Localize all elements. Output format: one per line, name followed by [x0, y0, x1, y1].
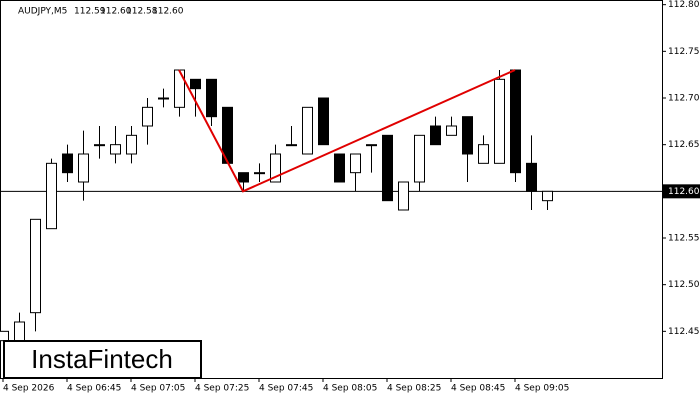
- y-tick-label: 112.50: [668, 280, 700, 290]
- candle-body: [110, 144, 121, 155]
- candle-body: [478, 144, 489, 164]
- y-tick-label: 112.75: [668, 47, 700, 57]
- pattern-line: [178, 69, 516, 193]
- candle-body: [78, 153, 89, 183]
- candle-body: [14, 321, 25, 342]
- candle-body: [286, 144, 297, 147]
- candle-body: [142, 106, 153, 127]
- candle-body: [334, 153, 345, 183]
- candle-body: [94, 144, 105, 147]
- header-value: 112.60: [100, 7, 132, 17]
- candle-body: [254, 172, 265, 175]
- x-tick-label: 4 Sep 07:45: [259, 384, 313, 394]
- candle-body: [206, 78, 217, 118]
- x-tick-label: 4 Sep 08:05: [323, 384, 377, 394]
- y-tick-label: 112.70: [668, 94, 700, 104]
- candle-body: [270, 153, 281, 183]
- header-value: 112.59: [74, 7, 106, 17]
- x-tick-label: 4 Sep 07:25: [195, 384, 249, 394]
- y-tick-label: 112.55: [668, 234, 700, 244]
- candle-body: [318, 97, 329, 146]
- candle-body: [302, 106, 313, 155]
- candle-body: [158, 97, 169, 100]
- candle-body: [398, 181, 409, 211]
- candle-body: [190, 78, 201, 90]
- candle-body: [0, 330, 9, 342]
- candle-body: [126, 134, 137, 155]
- candle-body: [62, 153, 73, 174]
- candle-body: [542, 190, 553, 202]
- candle-body: [414, 134, 425, 183]
- y-tick-label: 112.45: [668, 327, 700, 337]
- candle-body: [238, 172, 249, 183]
- header-value: 112.60: [152, 7, 184, 17]
- x-tick-label: 4 Sep 08:45: [451, 384, 505, 394]
- y-tick-label: 112.80: [668, 0, 700, 10]
- price-label-box: [662, 184, 700, 199]
- candle-body: [46, 162, 57, 230]
- candle-body: [462, 116, 473, 155]
- candle-body: [430, 125, 441, 146]
- x-tick-label: 4 Sep 06:45: [67, 384, 121, 394]
- candle-body: [510, 69, 521, 174]
- plot-frame: [0, 0, 663, 379]
- candle-body: [30, 218, 41, 314]
- x-tick-label: 4 Sep 09:05: [515, 384, 569, 394]
- chart-title: AUDJPY,M5: [18, 7, 67, 17]
- price-label: 112.60: [668, 187, 700, 197]
- candle-body: [350, 153, 361, 174]
- candle-body: [382, 134, 393, 202]
- candle-body: [366, 144, 377, 147]
- logo-box: [3, 340, 202, 379]
- candle-body: [526, 162, 537, 192]
- x-tick-label: 4 Sep 2026: [3, 384, 55, 394]
- logo: InstaFintech: [31, 344, 173, 374]
- candle-body: [494, 78, 505, 164]
- x-tick-label: 4 Sep 07:05: [131, 384, 185, 394]
- candle-body: [446, 125, 457, 136]
- header-value: 112.58: [126, 7, 158, 17]
- x-tick-label: 4 Sep 08:25: [387, 384, 441, 394]
- y-tick-label: 112.65: [668, 140, 700, 150]
